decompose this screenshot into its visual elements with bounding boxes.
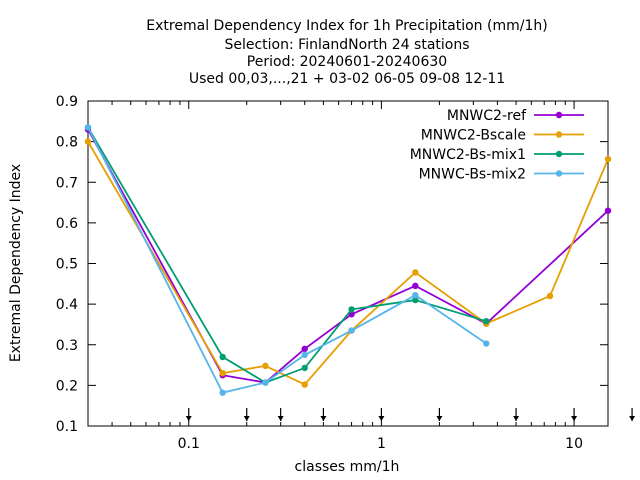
series-point-0 (604, 207, 612, 214)
y-tick-label: 0.6 (56, 216, 78, 232)
x-tick-label: 1 (377, 436, 386, 452)
plot-frame (87, 100, 609, 427)
series-point-2 (483, 317, 490, 325)
legend-label: MNWC2-Bs-mix1 (410, 147, 526, 163)
series-point-1 (412, 269, 419, 276)
legend-swatch-point (555, 150, 563, 158)
series-point-1 (262, 362, 269, 370)
series-point-1 (604, 155, 612, 163)
series-point-0 (301, 345, 308, 353)
series-point-3 (348, 327, 355, 334)
legend-label: MNWC2-Bscale (421, 128, 526, 144)
title-line-4: Used 00,03,...,21 + 03-02 06-05 09-08 12… (189, 71, 505, 87)
legend-label: MNWC-Bs-mix2 (419, 167, 526, 183)
x-axis: 0.1 1 10 (87, 101, 583, 452)
series-point-2 (412, 296, 419, 304)
class-marker-head (243, 416, 250, 421)
series-point-3 (483, 340, 490, 347)
y-tick-label: 0.8 (56, 135, 78, 151)
y-axis-label: Extremal Dependency Index (8, 164, 24, 362)
class-marker-head (320, 416, 327, 421)
y-tick-label: 0.2 (56, 378, 78, 394)
class-markers (185, 408, 636, 421)
y-tick-label: 0.1 (56, 419, 78, 435)
class-marker-head (436, 416, 443, 421)
class-marker-head (629, 416, 636, 421)
x-tick-label: 0.1 (178, 436, 200, 452)
series-line-1 (87, 141, 609, 386)
class-marker-head (185, 416, 192, 421)
x-tick-label: 10 (565, 436, 583, 452)
series-point-0 (412, 282, 419, 290)
legend-swatch-point (555, 170, 563, 177)
x-axis-label: classes mm/1h (295, 459, 400, 475)
series-point-3 (301, 351, 308, 359)
series-point-3 (262, 379, 269, 386)
legend-label: MNWC2-ref (447, 108, 527, 124)
legend-swatch-point (555, 111, 563, 119)
series-point-2 (219, 353, 226, 361)
series-point-1 (219, 369, 226, 377)
series-point-3 (412, 291, 419, 299)
legend-swatch-point (555, 131, 563, 138)
class-marker-head (378, 416, 385, 421)
series-point-1 (546, 292, 554, 300)
series-point-2 (348, 306, 355, 313)
class-marker-head (513, 416, 520, 421)
chart-title: Extremal Dependency Index for 1h Precipi… (146, 18, 547, 87)
series-line-0 (87, 129, 609, 384)
y-axis: 0.1 0.2 0.3 0.4 0.5 0.6 0.7 0.8 0.9 (56, 94, 608, 435)
title-line-3: Period: 20240601-20240630 (247, 54, 447, 70)
y-tick-label: 0.4 (56, 297, 78, 313)
title-line-1: Extremal Dependency Index for 1h Precipi… (146, 18, 547, 34)
y-tick-label: 0.5 (56, 257, 78, 273)
y-tick-label: 0.7 (56, 175, 78, 191)
y-tick-label: 0.3 (56, 338, 78, 354)
series-point-2 (301, 364, 308, 372)
legend: MNWC2-ref MNWC2-Bscale MNWC2-Bs-mix1 MNWC-B… (410, 108, 584, 183)
series-point-1 (84, 138, 92, 145)
y-tick-label: 0.9 (56, 94, 78, 110)
series-group (84, 124, 612, 396)
series-point-3 (84, 124, 92, 131)
series-point-1 (301, 381, 308, 388)
class-marker-head (571, 416, 578, 421)
title-line-2: Selection: FinlandNorth 24 stations (224, 37, 469, 53)
series-point-3 (219, 389, 226, 396)
class-marker-head (277, 416, 284, 421)
